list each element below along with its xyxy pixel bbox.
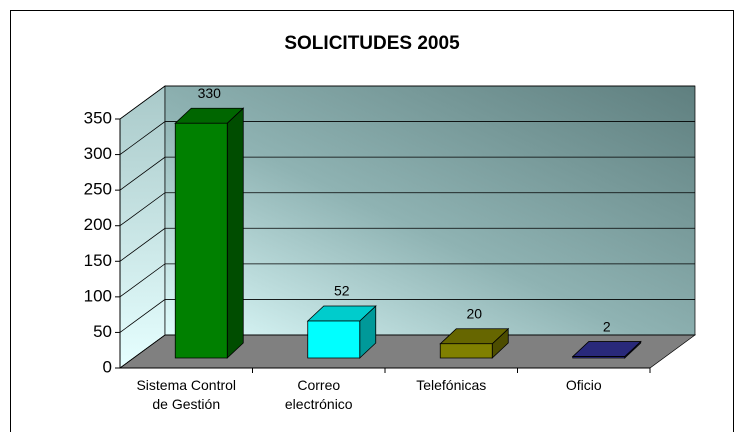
x-tick-label: Correo electrónico: [284, 377, 353, 412]
bar-side: [226, 107, 244, 359]
bar: [439, 327, 510, 359]
back-wall: [164, 85, 696, 336]
grid-line: [119, 334, 695, 369]
y-tick-label: 100: [84, 286, 112, 305]
grid-line: [119, 192, 695, 227]
bar: [306, 305, 377, 359]
grid-line: [119, 227, 695, 262]
grid-line: [119, 156, 695, 191]
value-label: 330: [198, 85, 222, 101]
grid-line: [119, 85, 695, 120]
x-tick-label: Sistema Control de Gestión: [136, 377, 237, 412]
chart-title: SOLICITUDES 2005: [284, 33, 460, 54]
y-tick-label: 50: [93, 322, 112, 341]
y-tick-label: 300: [84, 144, 112, 163]
bar: [571, 340, 642, 359]
bar-front: [439, 343, 493, 359]
bar-front: [572, 356, 626, 359]
bar-front: [174, 122, 228, 359]
grid-line: [119, 263, 695, 298]
value-label: 2: [603, 318, 611, 334]
value-label: 52: [334, 283, 350, 299]
y-tick-label: 150: [84, 251, 112, 270]
grid-line: [119, 121, 695, 155]
value-label: 20: [466, 305, 482, 321]
bar-front: [307, 320, 361, 359]
bar: [174, 107, 245, 359]
y-tick-label: 200: [84, 215, 112, 234]
x-tick-label: Telefónicas: [416, 377, 487, 393]
grid-line: [119, 299, 695, 333]
y-tick-label: 350: [84, 108, 112, 127]
y-tick-label: 0: [103, 357, 112, 376]
side-wall: [119, 85, 166, 369]
y-tick-label: 250: [84, 180, 112, 199]
x-tick-label: Oficio: [565, 377, 602, 393]
